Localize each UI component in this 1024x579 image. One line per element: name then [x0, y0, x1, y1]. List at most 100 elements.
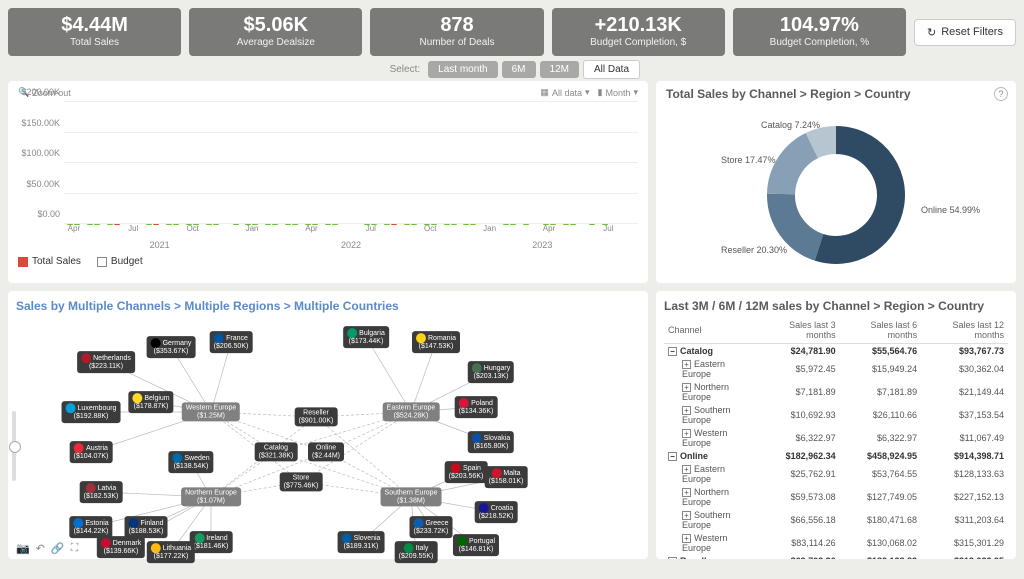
donut-chart[interactable]: Online 54.99% Reseller 20.30% Store 17.47%… [666, 105, 1006, 275]
expand-icon[interactable]: + [682, 429, 691, 438]
collapse-icon[interactable]: − [668, 347, 677, 356]
collapse-icon[interactable]: − [668, 557, 677, 560]
network-node[interactable]: Poland($134.36K) [455, 396, 498, 418]
table-group-row[interactable]: −Online$182,962.34$458,924.95$914,398.71 [664, 449, 1008, 462]
network-node[interactable]: Bulgaria($173.44K) [343, 326, 389, 348]
network-node[interactable]: Malta($158.01K) [485, 466, 528, 488]
tab-6m[interactable]: 6M [502, 61, 536, 78]
help-icon[interactable]: ? [994, 87, 1008, 101]
network-title: Sales by Multiple Channels > Multiple Re… [16, 299, 640, 313]
network-node[interactable]: Germany($353.67K) [147, 336, 196, 358]
network-node[interactable]: Store($775.46K) [280, 472, 323, 491]
network-node[interactable]: Ireland($181.46K) [190, 531, 233, 553]
tab-all-data[interactable]: All Data [583, 60, 640, 79]
table-row[interactable]: +Western Europe$83,114.26$130,068.02$315… [664, 531, 1008, 554]
legend-swatch [18, 257, 28, 267]
expand-icon[interactable]: ⛶ [71, 542, 79, 555]
network-node[interactable]: Finland($188.53K) [125, 516, 168, 538]
network-toolbar: 📷 ↶ 🔗 ⛶ [16, 542, 78, 555]
network-node[interactable]: Latvia($182.53K) [80, 481, 123, 503]
expand-icon[interactable]: + [682, 488, 691, 497]
network-node[interactable]: Luxembourg($192.88K) [62, 401, 121, 423]
legend-budget: Budget [97, 256, 143, 267]
table-row[interactable]: +Eastern Europe$25,762.91$53,764.55$128,… [664, 462, 1008, 485]
table-row[interactable]: +Southern Europe$66,556.18$180,471.68$31… [664, 508, 1008, 531]
table-header[interactable]: Sales last 3 months [758, 317, 839, 344]
network-node[interactable]: Greece($233.72K) [410, 516, 453, 538]
month-label: Month [605, 88, 630, 98]
kpi-value: +210.13K [560, 14, 717, 36]
camera-icon[interactable]: 📷 [16, 542, 30, 555]
network-node[interactable]: Slovenia($189.31K) [338, 531, 385, 553]
kpi-label: Number of Deals [378, 37, 535, 48]
donut-slice-label: Online 54.99% [921, 205, 980, 215]
table-row[interactable]: +Northern Europe$7,181.89$7,181.89$21,14… [664, 380, 1008, 403]
network-node[interactable]: Online($2.44M) [308, 442, 344, 461]
network-node[interactable]: Spain($203.56K) [445, 461, 488, 483]
network-node[interactable]: Croatia($218.52K) [475, 501, 518, 523]
tab-12m[interactable]: 12M [540, 61, 579, 78]
legend-label: Budget [111, 256, 143, 267]
undo-icon[interactable]: ↶ [36, 542, 45, 555]
table-group-row[interactable]: −Catalog$24,781.90$55,564.76$93,767.73 [664, 344, 1008, 358]
network-node[interactable]: Belgium($178.87K) [128, 391, 173, 413]
network-node[interactable]: Slovakia($165.80K) [468, 431, 514, 453]
network-node[interactable]: France($206.50K) [210, 331, 253, 353]
expand-icon[interactable]: + [682, 383, 691, 392]
network-node[interactable]: Netherlands($223.11K) [77, 351, 135, 373]
table-header[interactable]: Sales last 12 months [921, 317, 1008, 344]
tab-last-month[interactable]: Last month [428, 61, 497, 78]
chart-toolbar: 🔍 Zoom-out ▦ All data▾ ▮ Month▾ [18, 87, 638, 98]
kpi-total-sales: $4.44M Total Sales [8, 8, 181, 56]
network-node[interactable]: Sweden($138.54K) [168, 451, 213, 473]
legend-swatch [97, 257, 107, 267]
legend-label: Total Sales [32, 256, 81, 267]
donut-title: Total Sales by Channel > Region > Countr… [666, 87, 1006, 101]
table-group-row[interactable]: −Reseller$69,703.36$182,128.83$313,032.9… [664, 554, 1008, 559]
table-row[interactable]: +Southern Europe$10,692.93$26,110.66$37,… [664, 403, 1008, 426]
table-row[interactable]: +Eastern Europe$5,972.45$15,949.24$30,36… [664, 357, 1008, 380]
network-node[interactable]: Western Europe($1.25M) [182, 402, 240, 421]
expand-icon[interactable]: + [682, 360, 691, 369]
network-node[interactable]: Denmark($139.66K) [97, 536, 145, 558]
network-node[interactable]: Lithuania($177.22K) [147, 541, 195, 563]
bar-icon: ▮ [598, 87, 603, 98]
network-node[interactable]: Portugal($146.81K) [453, 534, 499, 556]
sales-table: ChannelSales last 3 monthsSales last 6 m… [664, 317, 1008, 559]
expand-icon[interactable]: + [682, 511, 691, 520]
expand-icon[interactable]: + [682, 465, 691, 474]
network-node[interactable]: Southern Europe($1.38M) [381, 487, 442, 506]
table-header[interactable]: Channel [664, 317, 758, 344]
chart-legend: Total Sales Budget [18, 256, 638, 267]
kpi-budget-dollars: +210.13K Budget Completion, $ [552, 8, 725, 56]
expand-icon[interactable]: + [682, 406, 691, 415]
network-node[interactable]: Northern Europe($1.07M) [181, 487, 241, 506]
donut-slice-label: Reseller 20.30% [721, 245, 787, 255]
network-canvas[interactable]: Reseller($901.00K) Catalog($321.38K) Onlin… [16, 317, 640, 547]
reset-filters-button[interactable]: ↻ Reset Filters [914, 19, 1016, 46]
bar-chart[interactable]: $0.00$50.00K$100.00K$150.00K$200.00KAprJ… [18, 102, 638, 242]
expand-icon[interactable]: + [682, 534, 691, 543]
collapse-icon[interactable]: − [668, 452, 677, 461]
table-row[interactable]: +Western Europe$6,322.97$6,322.97$11,067… [664, 426, 1008, 449]
bar-chart-panel: 🔍 Zoom-out ▦ All data▾ ▮ Month▾ $0.00$50… [8, 81, 648, 283]
time-range-tabs: Select: Last month 6M 12M All Data [0, 60, 1016, 79]
reset-filters-label: Reset Filters [941, 26, 1003, 38]
network-node[interactable]: Estonia($144.22K) [69, 516, 112, 538]
table-row[interactable]: +Northern Europe$59,573.08$127,749.05$22… [664, 485, 1008, 508]
kpi-label: Total Sales [16, 37, 173, 48]
all-data-toggle[interactable]: ▦ All data▾ [540, 87, 589, 98]
network-node[interactable]: Austria($104.07K) [70, 441, 113, 463]
kpi-row: $4.44M Total Sales $5.06K Average Dealsi… [0, 0, 1024, 60]
network-node[interactable]: Romania($147.53K) [412, 331, 460, 353]
network-node[interactable]: Italy($209.55K) [395, 541, 438, 563]
network-node[interactable]: Eastern Europe($524.28K) [383, 402, 440, 421]
network-node[interactable]: Hungary($203.13K) [468, 361, 514, 383]
donut-slice-label: Store 17.47% [721, 155, 776, 165]
mid-row: 🔍 Zoom-out ▦ All data▾ ▮ Month▾ $0.00$50… [0, 81, 1024, 283]
link-icon[interactable]: 🔗 [51, 542, 65, 555]
network-node[interactable]: Reseller($901.00K) [295, 407, 338, 426]
month-toggle[interactable]: ▮ Month▾ [598, 87, 639, 98]
network-node[interactable]: Catalog($321.38K) [255, 442, 298, 461]
table-header[interactable]: Sales last 6 months [840, 317, 921, 344]
